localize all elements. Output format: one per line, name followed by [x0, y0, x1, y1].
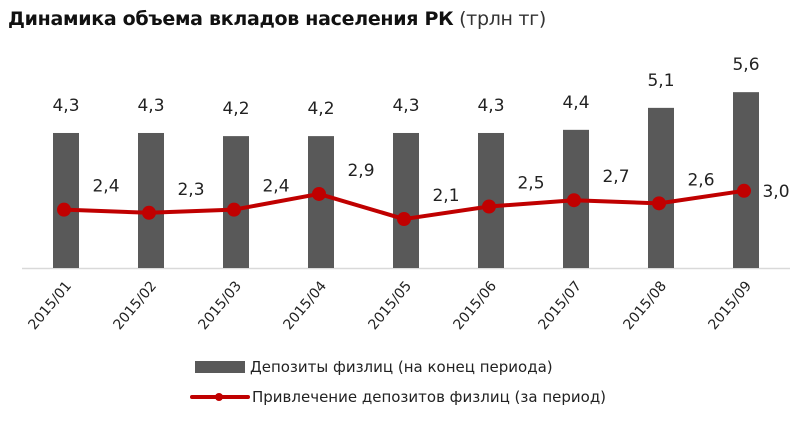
- bar-value-label: 4,3: [392, 96, 419, 116]
- x-tick-label: 2015/08: [620, 278, 670, 333]
- bar-value-label: 5,1: [647, 71, 674, 91]
- line-point-marker: [312, 186, 326, 201]
- bar-deposits: [53, 132, 79, 268]
- chart-title-unit: (трлн тг): [459, 8, 546, 30]
- legend-bar-swatch-icon: [195, 361, 245, 373]
- x-tick-label: 2015/09: [705, 278, 755, 333]
- line-point-marker: [397, 212, 411, 227]
- line-point-marker: [737, 183, 751, 198]
- line-point-marker: [482, 199, 496, 214]
- bar-value-label: 4,3: [477, 96, 504, 116]
- chart-title-main: Динамика объема вкладов населения РК: [8, 8, 454, 30]
- bar-deposits: [223, 136, 249, 268]
- bar-value-label: 5,6: [732, 55, 759, 75]
- bar-value-label: 4,2: [307, 99, 334, 119]
- x-tick-label: 2015/03: [195, 278, 245, 333]
- legend-item-bars: Депозиты физлиц (на конец периода): [190, 352, 606, 382]
- bar-deposits: [733, 92, 759, 268]
- chart-legend: Депозиты физлиц (на конец периода) Привл…: [190, 352, 606, 412]
- x-tick-label: 2015/01: [25, 278, 75, 333]
- chart-plot-area: 4,3 2015/01 4,3 2015/02 4,2 2015/03 4,2 2015/04…: [22, 55, 790, 333]
- chart-title: Динамика объема вкладов населения РК (тр…: [8, 8, 546, 30]
- line-value-label: 2,6: [687, 170, 714, 190]
- line-value-label: 2,9: [347, 161, 374, 181]
- x-tick-label: 2015/07: [535, 278, 585, 333]
- x-tick-label: 2015/05: [365, 278, 415, 333]
- line-point-marker: [567, 193, 581, 208]
- bar-deposits: [648, 107, 674, 268]
- x-tick-label: 2015/04: [280, 278, 330, 333]
- line-value-label: 2,7: [602, 167, 629, 187]
- bar-value-label: 4,4: [562, 93, 589, 113]
- bar-value-label: 4,2: [222, 99, 249, 119]
- bar-value-label: 4,3: [52, 96, 79, 116]
- line-value-label: 2,3: [177, 180, 204, 200]
- legend-label-bars: Депозиты физлиц (на конец периода): [250, 358, 553, 376]
- line-point-marker: [227, 202, 241, 217]
- line-value-label: 2,1: [432, 186, 459, 206]
- line-point-marker: [142, 205, 156, 220]
- legend-line-swatch-icon: [190, 390, 250, 404]
- line-point-marker: [652, 196, 666, 211]
- x-tick-label: 2015/06: [450, 278, 500, 333]
- line-value-label: 2,4: [92, 177, 119, 197]
- legend-item-line: Привлечение депозитов физлиц (за период): [190, 382, 606, 412]
- line-value-label: 2,4: [262, 177, 289, 197]
- legend-label-line: Привлечение депозитов физлиц (за период): [252, 388, 607, 406]
- line-value-label: 2,5: [517, 174, 544, 194]
- bar-deposits: [308, 136, 334, 268]
- bar-deposits: [393, 132, 419, 268]
- bar-deposits: [138, 132, 164, 268]
- line-point-marker: [57, 202, 71, 217]
- bar-value-label: 4,3: [137, 96, 164, 116]
- line-value-label: 3,0: [762, 182, 789, 202]
- x-tick-label: 2015/02: [110, 278, 160, 333]
